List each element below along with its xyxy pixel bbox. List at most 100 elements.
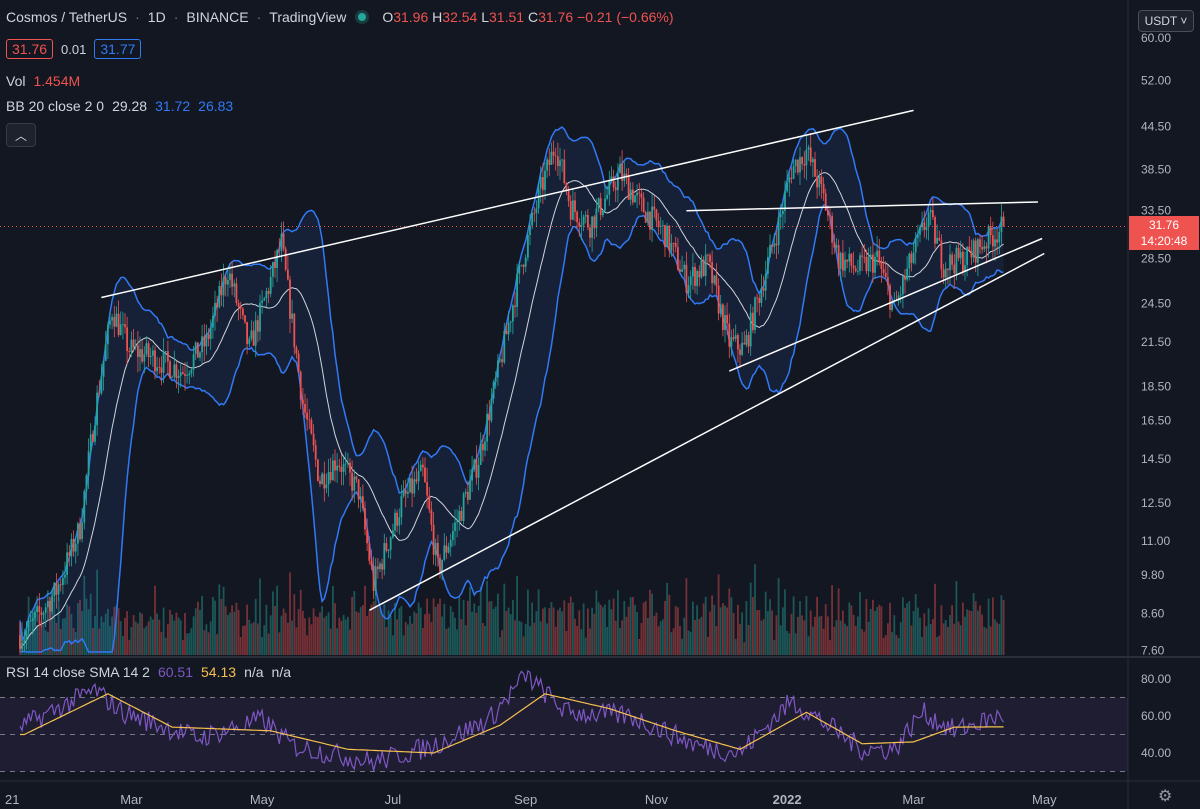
time-axis[interactable]: 21 Mar May Jul Sep Nov 2022 Mar May: [5, 792, 1057, 807]
candle-body: [449, 540, 452, 547]
candle-body: [771, 244, 773, 247]
candle-body: [912, 252, 915, 263]
collapse-legend-button[interactable]: ︿: [6, 123, 36, 147]
volume-bar: [102, 622, 105, 655]
candle-body: [92, 434, 94, 442]
price-tick-label: 38.50: [1141, 163, 1171, 177]
volume-bar: [179, 620, 182, 655]
volume-bar: [509, 614, 512, 655]
candle-body: [415, 479, 418, 482]
candle-body: [229, 273, 231, 280]
market-status-icon[interactable]: [358, 13, 367, 21]
candle-body: [854, 268, 857, 272]
trendlines[interactable]: [101, 109, 1045, 611]
currency-select[interactable]: USDT ˅: [1138, 10, 1194, 32]
volume-bar: [306, 635, 308, 655]
candle-body: [96, 392, 98, 426]
price-tick-label: 8.60: [1141, 607, 1165, 621]
volume-bar: [68, 606, 71, 655]
candle-body: [627, 176, 630, 200]
volume-bar: [520, 621, 523, 655]
volume-legend[interactable]: Vol 1.454M: [6, 73, 80, 89]
candle-body: [222, 277, 225, 296]
interval-label[interactable]: 1D: [147, 9, 166, 25]
volume-bar: [670, 632, 673, 655]
candle-body: [964, 265, 966, 272]
candle-body: [527, 235, 529, 258]
sell-button[interactable]: 31.76: [6, 39, 54, 59]
candle-body: [559, 160, 561, 166]
candle-body: [132, 339, 135, 348]
candle-body: [214, 302, 216, 316]
volume-bar: [582, 603, 585, 655]
candle-body: [21, 643, 23, 649]
volume-bar: [85, 598, 88, 655]
candle-body: [167, 351, 169, 362]
candle-body: [87, 451, 90, 476]
volume-bar: [717, 574, 720, 655]
volume-bar: [169, 609, 171, 655]
volume-bar: [310, 624, 313, 655]
volume-bar: [891, 632, 893, 655]
volume-bar: [944, 620, 947, 655]
volume-bar: [284, 612, 287, 655]
volume-bar: [887, 623, 889, 655]
volume-bar: [812, 626, 814, 655]
volume-bar: [441, 616, 443, 655]
volume-bar: [334, 603, 336, 655]
candle-body: [505, 330, 508, 335]
volume-bar: [902, 597, 904, 655]
volume-bar: [415, 613, 418, 655]
candle-body: [552, 151, 555, 156]
volume-bar: [252, 622, 255, 655]
volume-bar: [666, 582, 668, 655]
volume-bar: [162, 607, 165, 655]
candle-body: [194, 342, 197, 354]
candle-body: [992, 235, 994, 247]
candle-body: [593, 216, 596, 229]
volume-bar: [792, 596, 795, 655]
volume-bar: [709, 611, 711, 655]
candle-body: [197, 342, 199, 358]
volume-bar: [563, 600, 566, 655]
volume-bar: [655, 612, 658, 655]
price-axis[interactable]: 60.00 52.00 44.50 38.50 33.50 28.50 24.50 21.50…: [1141, 31, 1171, 760]
bb-legend[interactable]: BB 20 close 2 0 29.28 31.72 26.83: [6, 98, 233, 114]
candle-body: [250, 330, 253, 339]
gear-icon[interactable]: ⚙: [1158, 788, 1173, 805]
volume-bar: [83, 575, 86, 655]
candle-body: [370, 560, 373, 566]
candle-body: [711, 261, 713, 284]
volume-bar: [254, 598, 257, 655]
volume-bar: [672, 628, 675, 655]
candle-body: [66, 552, 68, 575]
volume-bar: [683, 617, 686, 655]
volume-bar: [319, 612, 321, 655]
buy-button[interactable]: 31.77: [94, 39, 142, 59]
volume-bar: [970, 611, 973, 655]
symbol-name[interactable]: Cosmos / TetherUS: [6, 9, 128, 25]
candle-body: [932, 210, 934, 218]
volume-bar: [1002, 600, 1005, 655]
volume-bar: [679, 626, 681, 655]
rsi-sma-value: 54.13: [201, 664, 237, 680]
volume-bar: [126, 611, 128, 655]
candle-body: [814, 159, 816, 177]
candle-body: [775, 243, 778, 246]
candle-body: [276, 250, 278, 268]
candle-body: [252, 330, 255, 346]
volume-bar: [889, 602, 891, 655]
candle-body: [608, 180, 611, 195]
rsi-legend[interactable]: RSI 14 close SMA 14 2 60.51 54.13 n/a n/…: [6, 664, 291, 680]
volume-bar: [29, 615, 32, 655]
volume-bar: [739, 623, 741, 655]
candle-body: [351, 472, 353, 491]
volume-bar: [584, 637, 587, 655]
candle-body: [726, 315, 728, 324]
volume-bar: [488, 601, 491, 655]
volume-bar: [756, 610, 758, 655]
candle-body: [617, 173, 619, 191]
candle-body: [578, 222, 581, 227]
volume-bar: [282, 608, 285, 655]
